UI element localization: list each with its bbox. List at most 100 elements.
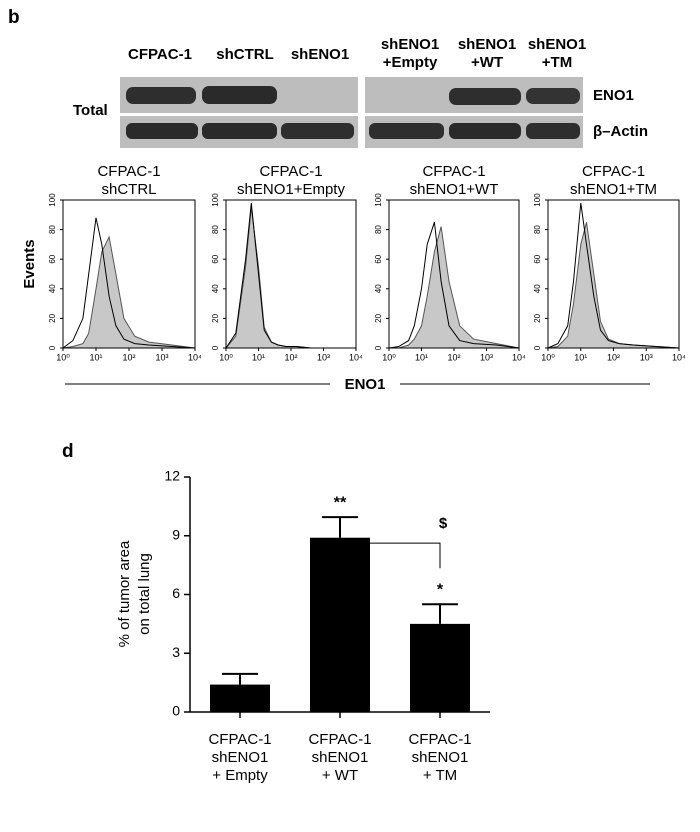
x-tick-label: 10³ <box>640 352 653 362</box>
x-tick-label: shENO1 <box>312 749 369 766</box>
histogram-area <box>547 222 680 349</box>
blot-column-label: shENO1 <box>381 36 439 53</box>
y-tick-label: 0 <box>374 345 383 350</box>
x-tick-label: 10² <box>284 352 297 362</box>
x-tick-label: 10⁰ <box>541 352 555 362</box>
blot-image <box>120 77 583 148</box>
x-tick-label: CFPAC-1 <box>308 731 371 748</box>
x-tick-label: + TM <box>423 767 457 784</box>
y-tick-label: 100 <box>48 193 57 207</box>
bar <box>410 623 470 712</box>
histogram-title: CFPAC-1 <box>259 163 322 180</box>
y-tick-label: 20 <box>48 313 57 322</box>
y-tick-label: 3 <box>172 644 180 660</box>
x-tick-label: 10¹ <box>89 352 102 362</box>
x-tick-label: 10⁰ <box>382 352 396 362</box>
y-tick-label: 6 <box>172 585 180 601</box>
blot-row-label: ENO1 <box>593 87 634 104</box>
x-tick-label: 10³ <box>480 352 493 362</box>
x-tick-label: 10⁰ <box>56 352 70 362</box>
blot-column-label: CFPAC-1 <box>128 46 192 63</box>
blot-column-label: +Empty <box>383 54 438 71</box>
histogram-title: shENO1+Empty <box>237 181 345 198</box>
y-axis-label: Events <box>21 239 38 288</box>
significance-label: ** <box>334 494 347 511</box>
histogram-title: shCTRL <box>101 181 156 198</box>
bar <box>210 684 270 712</box>
y-tick-label: 40 <box>533 284 542 293</box>
x-tick-label: 10⁴ <box>188 352 202 362</box>
y-tick-label: 20 <box>211 313 220 322</box>
y-tick-label: 9 <box>172 526 180 542</box>
histogram-title: shENO1+WT <box>410 181 499 198</box>
y-tick-label: 60 <box>48 254 57 263</box>
x-tick-label: 10⁴ <box>349 352 363 362</box>
y-tick-label: 40 <box>48 284 57 293</box>
x-tick-label: 10⁰ <box>219 352 233 362</box>
blot-row-group: Total <box>73 102 108 119</box>
histogram-line <box>62 217 196 349</box>
histogram-area <box>62 235 196 349</box>
x-tick-label: 10¹ <box>252 352 265 362</box>
y-tick-label: 100 <box>374 193 383 207</box>
blot-column-label: +TM <box>542 54 572 71</box>
y-tick-label: 80 <box>211 225 220 234</box>
y-tick-label: 80 <box>374 225 383 234</box>
bar <box>310 537 370 712</box>
x-tick-label: 10¹ <box>574 352 587 362</box>
y-tick-label: 60 <box>533 254 542 263</box>
y-axis-label: % of tumor area <box>116 540 133 647</box>
y-tick-label: 0 <box>48 345 57 350</box>
panel-label: b <box>8 7 20 28</box>
x-tick-label: CFPAC-1 <box>408 731 471 748</box>
y-tick-label: 60 <box>211 254 220 263</box>
x-tick-label: shENO1 <box>412 749 469 766</box>
y-axis-label: on total lung <box>136 553 153 635</box>
significance-label: * <box>437 582 444 599</box>
y-tick-label: 60 <box>374 254 383 263</box>
blot-column-label: shENO1 <box>291 46 349 63</box>
blot-column-label: shCTRL <box>216 46 274 63</box>
histogram-title: shENO1+TM <box>570 181 657 198</box>
x-tick-label: 10¹ <box>415 352 428 362</box>
blot-row-label: β–Actin <box>593 123 648 140</box>
histogram-line <box>547 202 680 349</box>
y-tick-label: 20 <box>533 313 542 322</box>
blot-column-label: shENO1 <box>528 36 586 53</box>
y-tick-label: 0 <box>172 703 180 719</box>
y-tick-label: 100 <box>533 193 542 207</box>
y-tick-label: 40 <box>374 284 383 293</box>
comparison-bracket <box>340 542 441 569</box>
comparison-label: $ <box>439 515 448 532</box>
y-tick-label: 80 <box>48 225 57 234</box>
histogram-title: CFPAC-1 <box>582 163 645 180</box>
blot-column-label: +WT <box>471 54 503 71</box>
histogram-line <box>388 222 520 349</box>
x-tick-label: 10⁴ <box>512 352 526 362</box>
y-tick-label: 40 <box>211 284 220 293</box>
histogram-area <box>225 207 356 349</box>
histogram-area <box>389 226 520 349</box>
x-tick-label: CFPAC-1 <box>208 731 271 748</box>
y-tick-label: 12 <box>164 468 180 484</box>
x-tick-label: 10³ <box>155 352 168 362</box>
y-tick-label: 80 <box>533 225 542 234</box>
x-tick-label: + WT <box>322 767 358 784</box>
histogram-title: CFPAC-1 <box>422 163 485 180</box>
x-tick-label: 10³ <box>317 352 330 362</box>
x-tick-label: 10² <box>447 352 460 362</box>
blot-column-label: shENO1 <box>458 36 516 53</box>
x-tick-label: 10² <box>122 352 135 362</box>
x-axis-label: ENO1 <box>345 376 386 393</box>
y-tick-label: 0 <box>211 345 220 350</box>
histogram-title: CFPAC-1 <box>97 163 160 180</box>
x-tick-label: + Empty <box>212 767 268 784</box>
x-tick-label: shENO1 <box>212 749 269 766</box>
panel-label: d <box>62 441 74 462</box>
y-tick-label: 0 <box>533 345 542 350</box>
x-tick-label: 10² <box>607 352 620 362</box>
y-tick-label: 20 <box>374 313 383 322</box>
x-tick-label: 10⁴ <box>672 352 686 362</box>
